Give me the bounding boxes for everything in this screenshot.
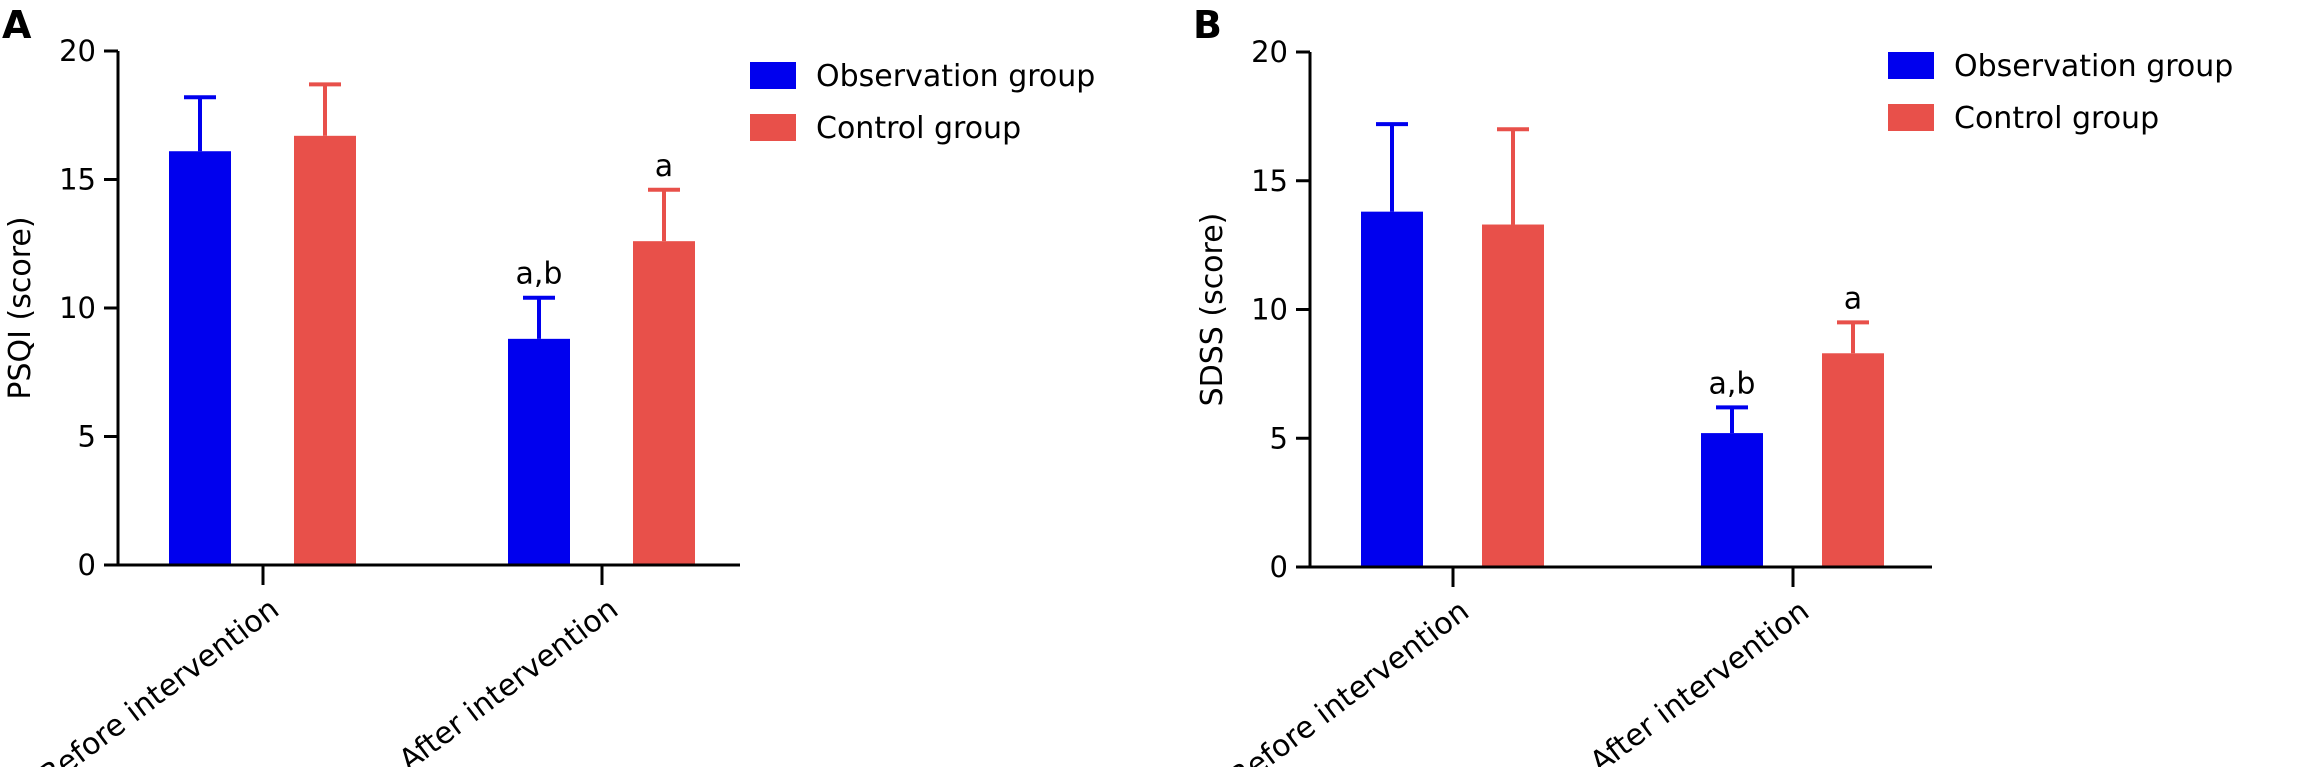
significance-label: a (655, 149, 673, 184)
legend-label: Control group (816, 111, 1021, 146)
bar-observation-1 (508, 338, 570, 565)
y-tick-label: 15 (59, 163, 96, 197)
y-tick-label: 0 (1270, 550, 1288, 584)
legend-label: Control group (1954, 101, 2159, 136)
bar-control-0 (294, 135, 356, 565)
legend-label: Observation group (1954, 49, 2233, 84)
legend-swatch-observation (1888, 52, 1934, 79)
x-tick-label: After intervention (393, 591, 625, 767)
y-axis-label: PSQI (score) (3, 216, 38, 399)
y-tick-label: 15 (1251, 164, 1288, 198)
bar-observation-1 (1701, 433, 1763, 567)
panel-label: B (1193, 3, 1222, 47)
bar-control-1 (633, 241, 695, 565)
y-tick-label: 20 (59, 34, 96, 68)
significance-label: a,b (516, 257, 563, 292)
legend-swatch-observation (750, 62, 796, 89)
y-tick-label: 10 (59, 291, 96, 325)
significance-label: a,b (1709, 366, 1756, 401)
y-axis-label: SDSS (score) (1195, 213, 1230, 407)
y-tick-label: 0 (78, 548, 96, 582)
legend-swatch-control (750, 114, 796, 141)
x-tick-label: Before intervention (33, 591, 286, 767)
y-tick-label: 20 (1251, 35, 1288, 69)
bar-observation-0 (169, 151, 231, 566)
bar-control-1 (1822, 353, 1884, 567)
legend-label: Observation group (816, 59, 1095, 94)
y-tick-label: 5 (1270, 421, 1288, 455)
significance-label: a (1844, 281, 1862, 316)
x-tick-label: After intervention (1584, 593, 1816, 767)
y-tick-label: 5 (78, 420, 96, 454)
x-tick-label: Before intervention (1223, 593, 1476, 767)
bar-observation-0 (1361, 211, 1423, 567)
chart-panel-a: Aa,b a 0 5 10 15 20 Before intervention After in… (2, 3, 1095, 767)
chart-panel-b: Ba,b a 0 5 10 15 20 Before intervention After in… (1193, 3, 2233, 767)
legend-swatch-control (1888, 104, 1934, 131)
bar-control-0 (1482, 224, 1544, 567)
panel-label: A (2, 3, 32, 47)
y-tick-label: 10 (1251, 293, 1288, 327)
